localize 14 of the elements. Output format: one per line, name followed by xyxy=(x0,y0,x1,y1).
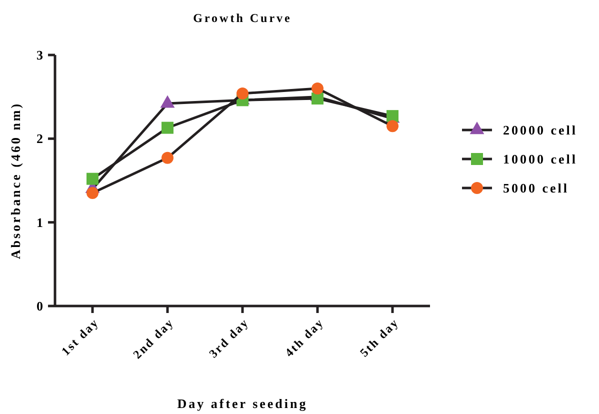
legend-label: 20000 cell xyxy=(503,122,578,138)
x-tick-label: 5th day xyxy=(357,315,402,360)
x-axis-title: Day after seeding xyxy=(177,396,308,411)
y-tick-label: 0 xyxy=(36,298,43,314)
x-tick-label: 4th day xyxy=(282,315,327,360)
legend-label: 5000 cell xyxy=(503,180,570,196)
chart-title: Growth Curve xyxy=(193,11,292,25)
y-tick-label: 2 xyxy=(36,131,43,146)
y-axis-title: Absorbance (460 nm) xyxy=(8,102,23,260)
y-tick-label: 1 xyxy=(36,214,43,230)
x-tick-label: 1st day xyxy=(58,315,102,358)
x-tick-label: 3rd day xyxy=(206,315,252,361)
legend-label: 10000 cell xyxy=(503,152,578,167)
y-tick-label: 3 xyxy=(36,48,44,63)
